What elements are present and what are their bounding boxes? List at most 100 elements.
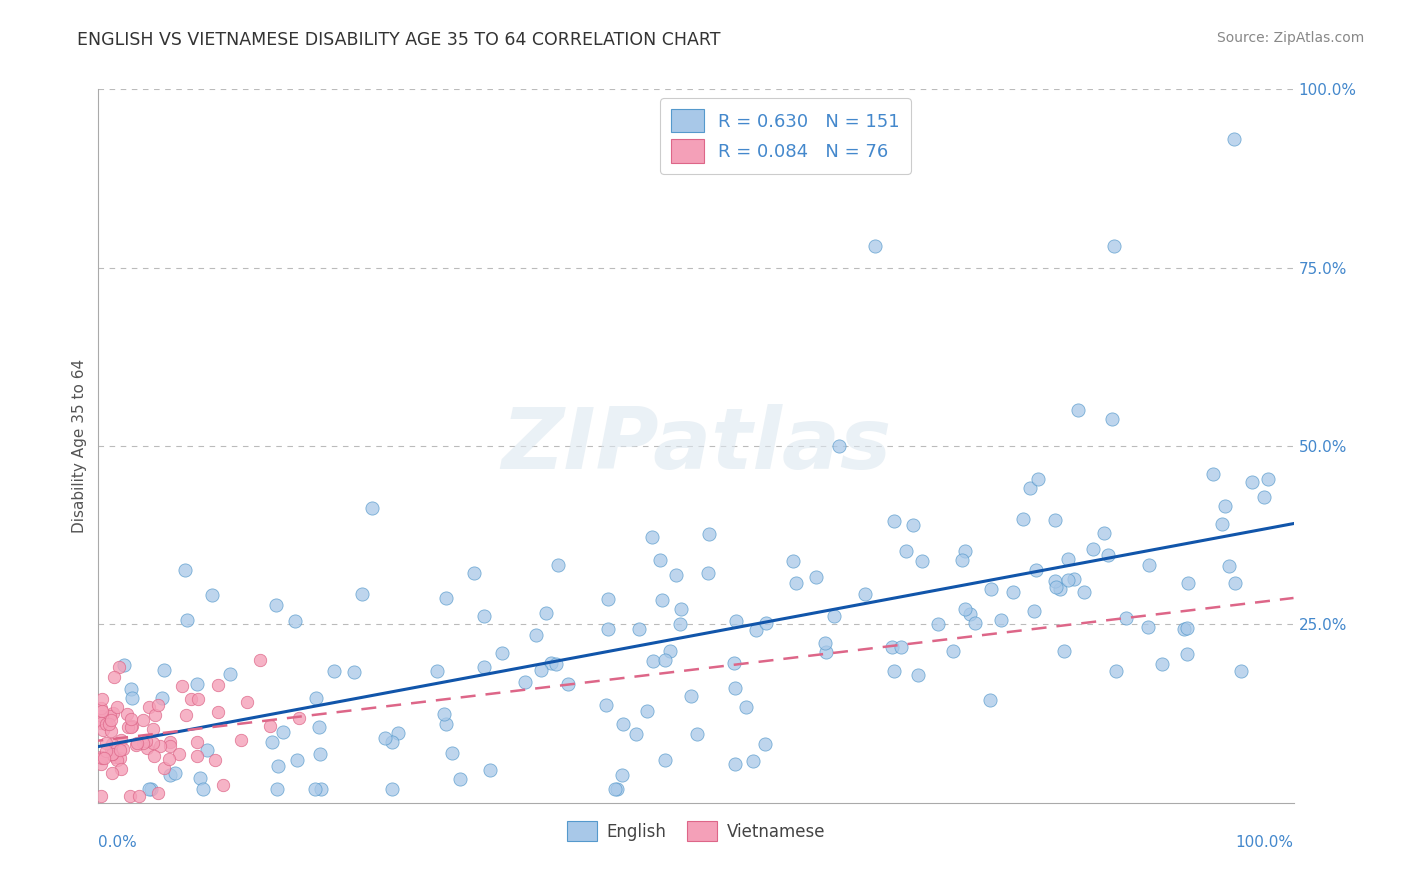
- Point: [668, 617, 690, 632]
- Point: [1215, 499, 1237, 513]
- Point: [1002, 584, 1025, 599]
- Point: [101, 706, 124, 720]
- Point: [540, 656, 562, 670]
- Point: [742, 754, 765, 768]
- Point: [1057, 552, 1080, 566]
- Point: [980, 582, 1002, 596]
- Point: [146, 786, 169, 800]
- Point: [267, 759, 290, 773]
- Point: [174, 707, 197, 722]
- Point: [103, 670, 125, 684]
- Point: [100, 714, 122, 728]
- Point: [108, 743, 131, 757]
- Point: [381, 735, 404, 749]
- Point: [117, 720, 139, 734]
- Point: [93, 723, 115, 737]
- Point: [785, 576, 807, 591]
- Point: [595, 698, 617, 712]
- Point: [100, 743, 122, 757]
- Point: [180, 692, 202, 706]
- Point: [188, 772, 211, 786]
- Point: [735, 700, 758, 714]
- Point: [284, 615, 307, 629]
- Point: [1223, 132, 1246, 146]
- Point: [105, 754, 128, 768]
- Point: [1105, 664, 1128, 678]
- Point: [648, 553, 671, 567]
- Point: [1177, 576, 1199, 591]
- Point: [93, 751, 115, 765]
- Point: [374, 731, 396, 745]
- Point: [96, 716, 118, 731]
- Point: [153, 663, 176, 677]
- Point: [1045, 581, 1067, 595]
- Point: [163, 766, 186, 780]
- Point: [953, 544, 976, 558]
- Point: [883, 514, 905, 528]
- Point: [288, 711, 311, 725]
- Point: [90, 750, 112, 764]
- Point: [432, 707, 454, 722]
- Text: ZIPatlas: ZIPatlas: [501, 404, 891, 488]
- Point: [110, 762, 132, 776]
- Point: [207, 677, 229, 691]
- Point: [598, 622, 620, 636]
- Point: [603, 781, 626, 796]
- Point: [681, 689, 703, 703]
- Point: [159, 735, 181, 749]
- Point: [193, 781, 215, 796]
- Point: [90, 715, 112, 730]
- Point: [1043, 513, 1066, 527]
- Point: [207, 705, 229, 719]
- Point: [264, 598, 287, 612]
- Point: [138, 699, 160, 714]
- Point: [236, 695, 259, 709]
- Point: [387, 726, 409, 740]
- Point: [907, 668, 929, 682]
- Point: [1223, 576, 1246, 591]
- Point: [352, 587, 374, 601]
- Point: [90, 713, 112, 727]
- Point: [176, 613, 198, 627]
- Point: [90, 756, 112, 771]
- Point: [105, 699, 128, 714]
- Point: [266, 781, 288, 796]
- Point: [814, 645, 837, 659]
- Point: [472, 660, 495, 674]
- Point: [309, 781, 332, 796]
- Point: [101, 766, 124, 780]
- Point: [636, 704, 658, 718]
- Point: [308, 720, 330, 734]
- Point: [1097, 548, 1119, 562]
- Point: [942, 644, 965, 658]
- Point: [91, 692, 114, 706]
- Point: [127, 736, 149, 750]
- Point: [98, 709, 121, 723]
- Point: [1104, 239, 1126, 253]
- Point: [1136, 620, 1159, 634]
- Point: [755, 615, 778, 630]
- Point: [305, 690, 328, 705]
- Point: [170, 679, 193, 693]
- Point: [901, 518, 924, 533]
- Point: [262, 735, 284, 749]
- Point: [117, 707, 139, 722]
- Point: [865, 239, 887, 253]
- Point: [686, 727, 709, 741]
- Point: [142, 748, 165, 763]
- Point: [1073, 585, 1095, 599]
- Point: [110, 732, 132, 747]
- Point: [696, 566, 718, 581]
- Point: [1049, 582, 1071, 596]
- Point: [149, 739, 172, 753]
- Point: [120, 720, 142, 734]
- Point: [927, 617, 949, 632]
- Point: [135, 734, 157, 748]
- Point: [882, 640, 904, 655]
- Point: [287, 753, 309, 767]
- Point: [304, 781, 326, 796]
- Point: [724, 757, 747, 772]
- Point: [1150, 657, 1173, 671]
- Y-axis label: Disability Age 35 to 64: Disability Age 35 to 64: [72, 359, 87, 533]
- Point: [259, 719, 281, 733]
